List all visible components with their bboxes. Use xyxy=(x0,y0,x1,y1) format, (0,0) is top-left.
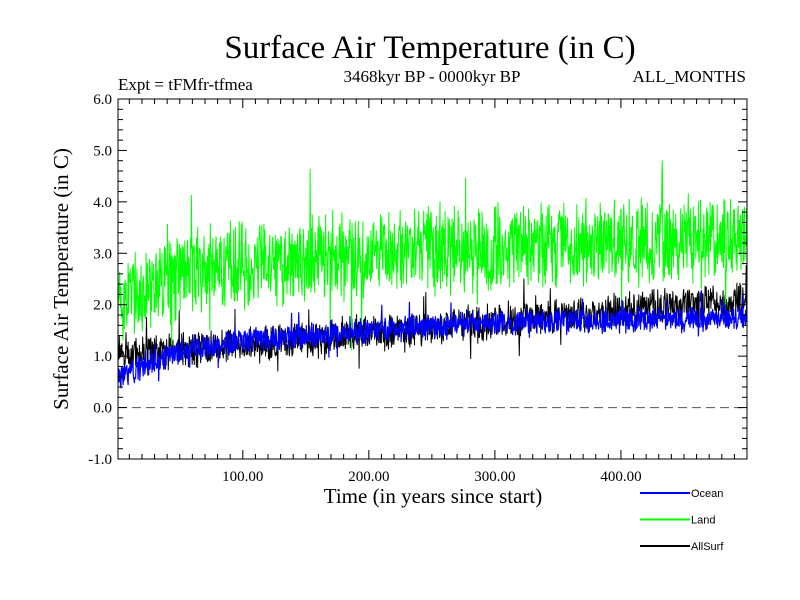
x-tick-label: 400.00 xyxy=(600,469,641,485)
y-tick-label: 5.0 xyxy=(93,143,112,159)
axes-layer xyxy=(117,98,748,460)
series-layer xyxy=(117,160,748,389)
y-tick-label: 3.0 xyxy=(93,246,112,262)
y-tick-label: 4.0 xyxy=(93,195,112,211)
chart-title: Surface Air Temperature (in C) xyxy=(224,30,635,66)
legend-label-ocean: Ocean xyxy=(691,488,723,500)
x-tick-label: 300.00 xyxy=(474,469,515,485)
x-tick-label: 100.00 xyxy=(222,469,263,485)
y-tick-label: 6.0 xyxy=(93,92,112,108)
series-line-allsurf xyxy=(117,264,748,376)
legend-label-land: Land xyxy=(691,515,715,527)
legend-label-allsurf: AllSurf xyxy=(691,541,724,553)
legend: Ocean Land AllSurf xyxy=(640,488,724,553)
y-tick-label: 0.0 xyxy=(93,401,112,417)
y-axis-label: Surface Air Temperature (in C) xyxy=(49,148,73,410)
x-axis-label: Time (in years since start) xyxy=(324,484,543,508)
y-tick-label: 2.0 xyxy=(93,298,112,314)
series-line-ocean xyxy=(117,290,748,389)
chart-subtitle-right: ALL_MONTHS xyxy=(633,67,746,86)
chart-subtitle-left: Expt = tFMfr-tfmea xyxy=(118,75,253,94)
chart-subtitle-center: 3468kyr BP - 0000kyr BP xyxy=(344,67,521,86)
y-tick-label: -1.0 xyxy=(88,452,112,468)
plot-frame xyxy=(117,98,748,460)
x-tick-label: 200.00 xyxy=(348,469,389,485)
tick-label-layer: 100.00 200.00 300.00 400.00 -1.0 0.0 1.0 2.0 3.0… xyxy=(88,92,641,485)
series-line-land xyxy=(117,160,748,356)
y-tick-label: 1.0 xyxy=(93,349,112,365)
